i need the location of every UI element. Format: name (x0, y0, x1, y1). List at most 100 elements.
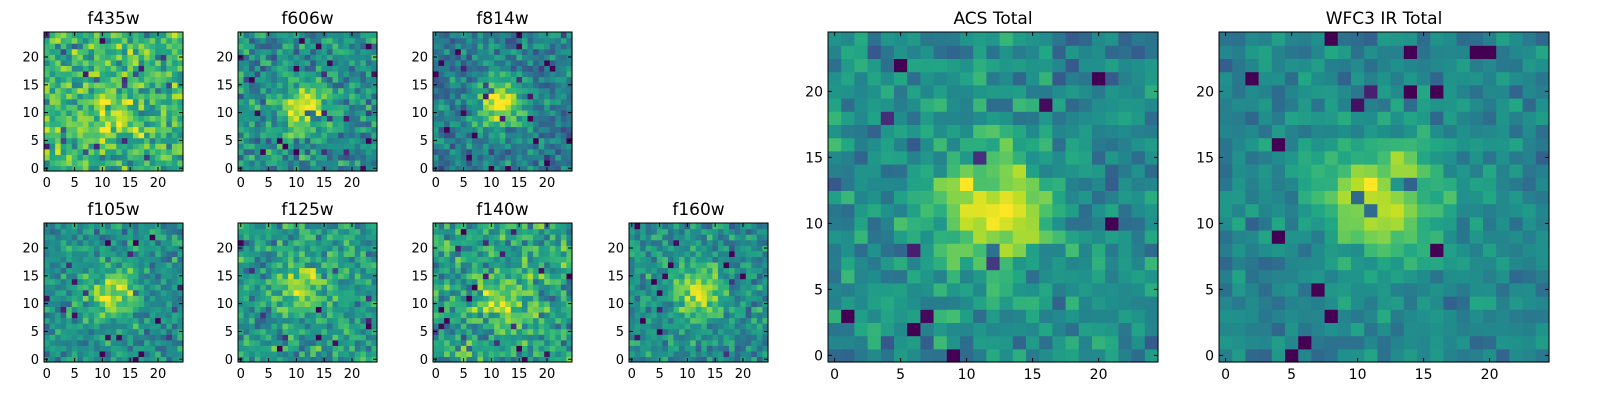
heatmap-cell (527, 43, 534, 50)
heatmap-cell (177, 323, 184, 330)
heatmap-cell (166, 148, 173, 155)
heatmap-cell (555, 120, 562, 128)
heatmap-cell (466, 165, 473, 172)
heatmap-cell (138, 43, 145, 50)
heatmap-cell (82, 65, 90, 72)
heatmap-cell (488, 93, 495, 100)
heatmap-cell (527, 328, 534, 335)
heatmap-cell (99, 159, 106, 167)
heatmap-cell (894, 216, 908, 231)
heatmap-cell (55, 159, 62, 167)
heatmap-cell (960, 243, 974, 257)
heatmap-cell (99, 339, 106, 346)
heatmap-cell (110, 256, 117, 263)
heatmap-cell (171, 228, 179, 235)
heatmap-cell (455, 93, 462, 100)
heatmap-cell (695, 317, 702, 324)
heatmap-cell (304, 120, 311, 128)
heatmap-cell (549, 284, 556, 291)
heatmap-cell (326, 87, 334, 94)
heatmap-cell (566, 323, 573, 330)
heatmap-cell (299, 70, 306, 78)
heatmap-cell (55, 137, 62, 144)
heatmap-cell (499, 334, 506, 341)
heatmap-cell (243, 356, 250, 363)
heatmap-cell (1131, 322, 1146, 337)
heatmap-cell (315, 65, 322, 72)
heatmap-cell (132, 317, 140, 324)
heatmap-cells (238, 223, 378, 363)
heatmap-cell (651, 350, 658, 358)
heatmap-cell (920, 164, 935, 178)
heatmap-cell (471, 295, 479, 302)
heatmap-cell (723, 334, 730, 341)
heatmap-cell (729, 295, 736, 302)
heatmap-cell (510, 278, 517, 285)
heatmap-cell (471, 345, 479, 352)
heatmap-cell (651, 311, 658, 319)
heatmap-cell (466, 239, 473, 246)
heatmap-cell (533, 245, 540, 252)
heatmap-cell (160, 223, 167, 230)
heatmap-cell (99, 284, 106, 291)
heatmap-cell (471, 165, 479, 172)
heatmap-cell (1052, 296, 1067, 310)
heatmap-cell (566, 59, 573, 66)
heatmap-cell (521, 148, 529, 155)
heatmap-cell (751, 284, 758, 291)
heatmap-cell (282, 345, 289, 352)
heatmap-cell (516, 239, 523, 246)
heatmap-cell (1092, 335, 1106, 350)
heatmap-cell (365, 65, 373, 72)
heatmap-cell (44, 339, 51, 346)
heatmap-cell (477, 350, 484, 358)
heatmap-cell (160, 137, 167, 144)
heatmap-cell (288, 323, 295, 330)
heatmap-cell (662, 306, 669, 313)
heatmap-cell (894, 164, 908, 178)
heatmap-cell (483, 223, 490, 230)
heatmap-cell (66, 228, 73, 235)
heatmap-cell (449, 104, 456, 111)
heatmap-cell (254, 93, 261, 100)
heatmap-cell (77, 154, 84, 161)
heatmap-cell (321, 339, 328, 346)
heatmap-cell (549, 278, 556, 285)
heatmap-cell (466, 120, 473, 128)
heatmap-cell (127, 228, 134, 235)
heatmap-cell (338, 59, 345, 66)
heatmap-cell (629, 250, 636, 257)
heatmap-cell (533, 267, 540, 274)
heatmap-cell (171, 339, 179, 346)
heatmap-cell (326, 143, 334, 150)
heatmap-cell (321, 104, 328, 111)
heatmap-cell (679, 295, 686, 302)
heatmap-cell (276, 339, 284, 346)
heatmap-cell (444, 109, 451, 116)
heatmap-cell (315, 250, 322, 257)
heatmap-cell (177, 70, 184, 78)
heatmap-cell (343, 126, 350, 133)
heatmap-cell (105, 295, 112, 302)
heatmap-cell (110, 295, 117, 302)
heatmap-cell (740, 228, 747, 235)
heatmap-cell (455, 54, 462, 61)
heatmap-cell (734, 267, 741, 274)
heatmap-cell (499, 65, 506, 72)
heatmap-cell (293, 126, 300, 133)
heatmap-cell (717, 223, 725, 230)
heatmap-cell (354, 82, 361, 89)
heatmap-cell (371, 120, 378, 128)
heatmap-cell (315, 350, 322, 358)
heatmap-cell (854, 164, 869, 178)
heatmap-cell (265, 76, 272, 83)
heatmap-cell (160, 65, 167, 72)
heatmap-cell (466, 245, 473, 252)
heatmap-cell (304, 345, 311, 352)
heatmap-cell (555, 267, 562, 274)
heatmap-cell (138, 109, 145, 116)
heatmap-cell (121, 165, 128, 172)
heatmap-cell (55, 228, 62, 235)
heatmap-cell (449, 37, 456, 44)
heatmap-cell (60, 82, 67, 89)
